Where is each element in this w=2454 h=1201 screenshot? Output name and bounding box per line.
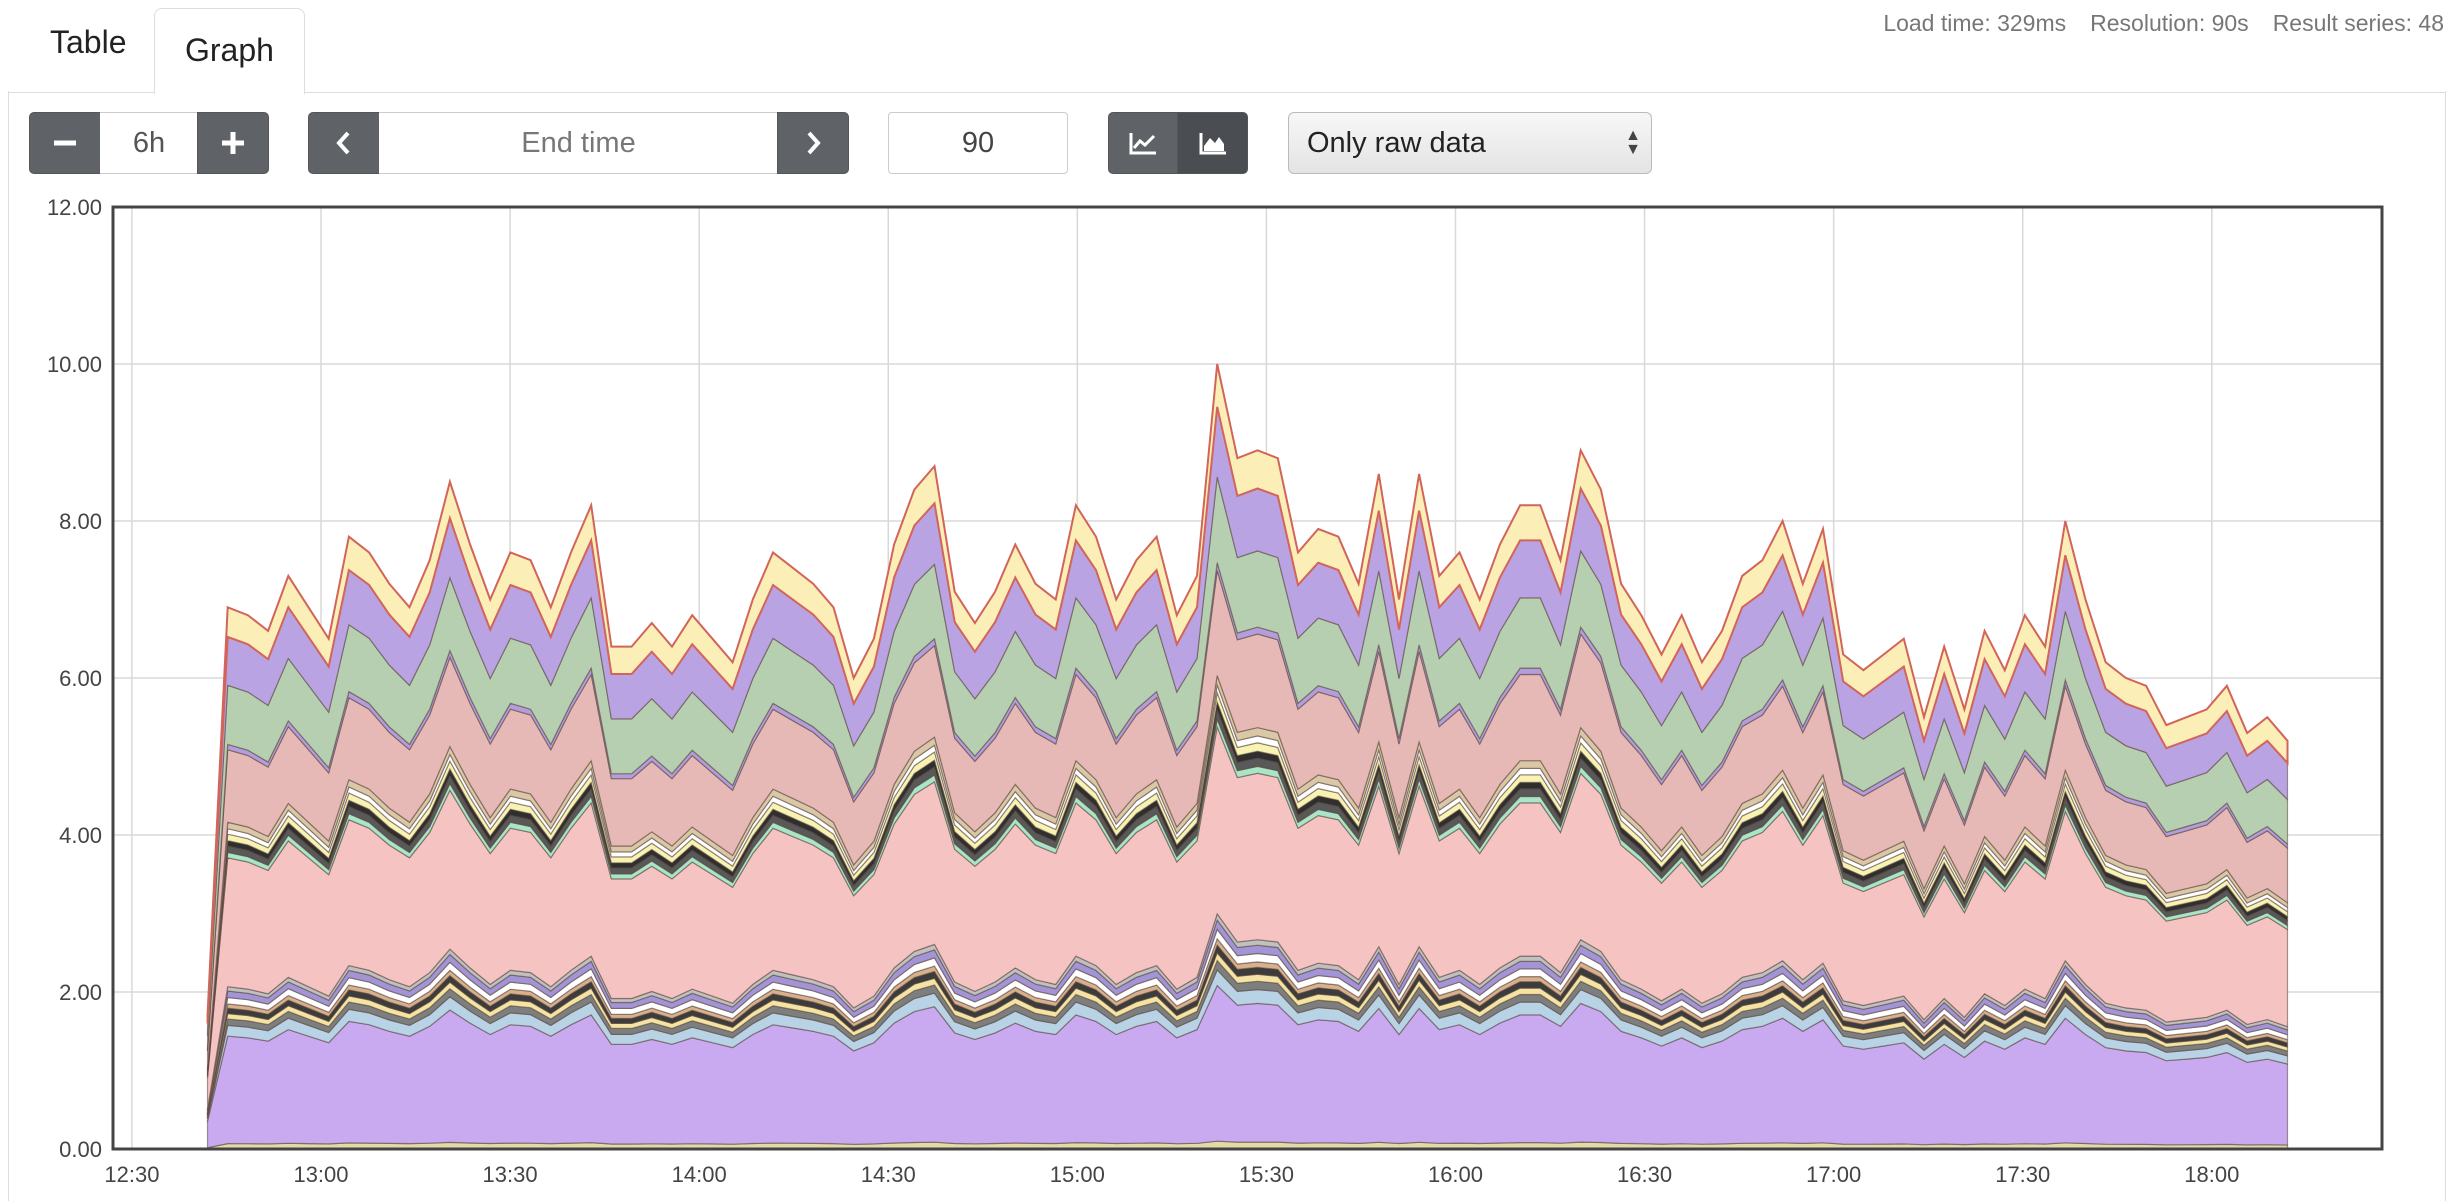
x-tick-label: 14:00 — [672, 1162, 727, 1187]
plus-icon — [222, 132, 244, 154]
x-tick-label: 13:30 — [483, 1162, 538, 1187]
chevron-right-icon — [807, 131, 821, 155]
y-tick-label: 0.00 — [59, 1137, 102, 1162]
y-tick-label: 10.00 — [47, 352, 102, 377]
range-increase-button[interactable] — [197, 112, 269, 174]
raw-data-select[interactable]: Only raw data ▲ ▼ — [1288, 112, 1652, 174]
end-time-back-button[interactable] — [308, 112, 380, 174]
y-tick-label: 4.00 — [59, 823, 102, 848]
area-chart-icon — [1199, 133, 1226, 155]
query-stats: Load time: 329ms Resolution: 90s Result … — [1883, 10, 2444, 37]
x-tick-label: 13:00 — [293, 1162, 348, 1187]
end-time-forward-button[interactable] — [777, 112, 849, 174]
x-tick-label: 16:30 — [1617, 1162, 1672, 1187]
y-tick-label: 12.00 — [47, 195, 102, 220]
load-time: Load time: 329ms — [1883, 10, 2067, 36]
x-tick-label: 14:30 — [861, 1162, 916, 1187]
raw-data-select-value: Only raw data — [1307, 126, 1486, 159]
y-tick-label: 6.00 — [59, 666, 102, 691]
x-tick-label: 16:00 — [1428, 1162, 1483, 1187]
chart-areas — [206, 363, 2289, 1150]
end-time-input[interactable]: End time — [379, 112, 778, 174]
y-axis-ticks: 0.00 2.00 4.00 6.00 8.00 10.00 12.00 — [47, 195, 102, 1162]
tab-table[interactable]: Table — [50, 24, 127, 60]
tab-bar: Table Graph — [8, 0, 2446, 95]
result-series-stat: Result series: 48 — [2272, 10, 2444, 36]
area-series-21[interactable] — [206, 363, 2289, 1025]
select-arrows-icon: ▲ ▼ — [1625, 127, 1641, 158]
range-input[interactable]: 6h — [100, 112, 198, 174]
chevron-left-icon — [336, 131, 350, 155]
resolution-stat: Resolution: 90s — [2090, 10, 2249, 36]
range-decrease-button[interactable] — [29, 112, 101, 174]
x-tick-label: 15:00 — [1050, 1162, 1105, 1187]
graph-panel — [8, 91, 2446, 1201]
x-tick-label: 15:30 — [1239, 1162, 1294, 1187]
resolution-input[interactable]: 90 — [888, 112, 1068, 174]
line-chart-icon — [1129, 133, 1156, 155]
x-tick-label: 17:00 — [1806, 1162, 1861, 1187]
y-tick-label: 2.00 — [59, 980, 102, 1005]
minus-icon — [54, 140, 76, 146]
plot-frame — [111, 205, 2384, 1151]
x-tick-label: 18:00 — [2184, 1162, 2239, 1187]
x-tick-label: 17:30 — [1995, 1162, 2050, 1187]
tab-graph[interactable]: Graph — [154, 8, 305, 95]
y-tick-label: 8.00 — [59, 509, 102, 534]
stacked-area-button[interactable] — [1177, 112, 1248, 174]
x-tick-label: 12:30 — [104, 1162, 159, 1187]
x-axis-ticks: 12:30 13:00 13:30 14:00 14:30 15:00 15:30 16:00… — [104, 1162, 2239, 1187]
